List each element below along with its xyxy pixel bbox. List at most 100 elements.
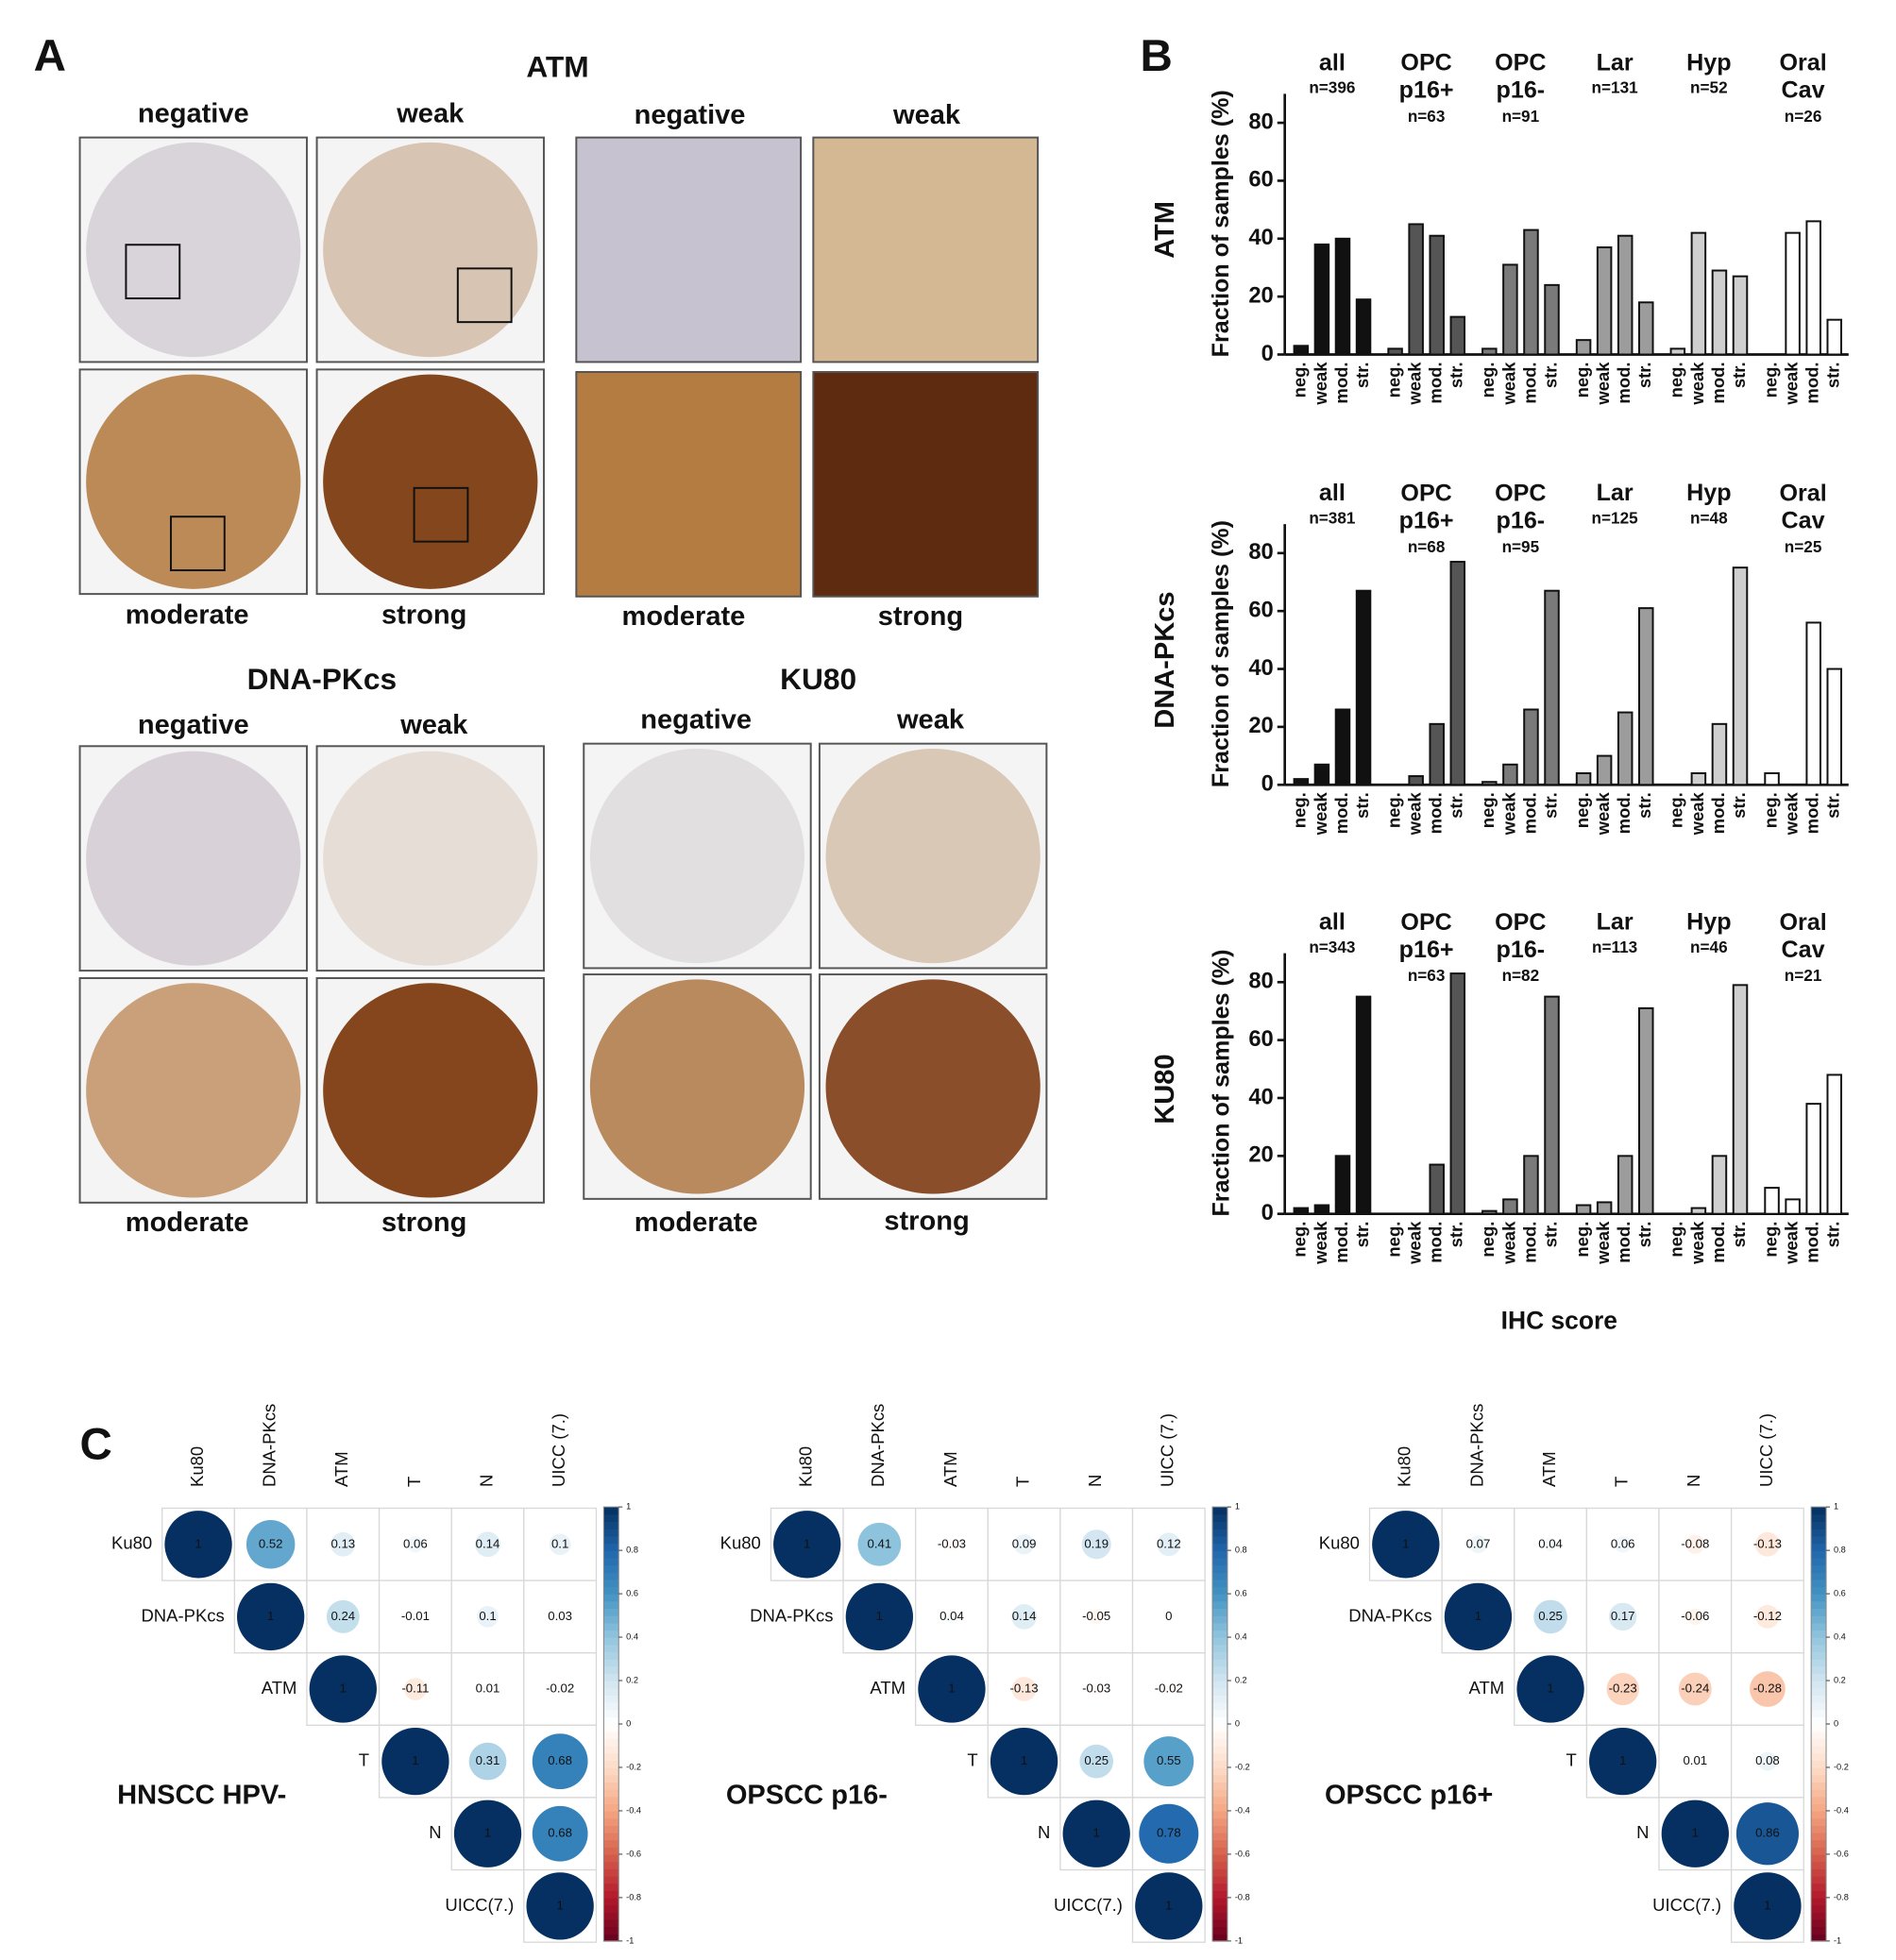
x-tick-label: neg. (1290, 1222, 1310, 1258)
colorbar-segment (1212, 1912, 1227, 1920)
colorbar-tick-label: -0.6 (1834, 1849, 1849, 1858)
colorbar-segment (1811, 1572, 1827, 1580)
colorbar-segment (1811, 1774, 1827, 1783)
colorbar-tick-label: -0.6 (1235, 1849, 1250, 1858)
corr-circle (1469, 1535, 1487, 1554)
colorbar-segment (1212, 1853, 1227, 1863)
y-tick-label: 80 (1248, 969, 1273, 994)
group-n-label: n=343 (1309, 938, 1355, 956)
group-n-label: n=63 (1408, 107, 1446, 126)
x-tick-label: mod. (1708, 362, 1728, 403)
column-label: Ku80 (187, 1446, 207, 1487)
value-label: -0.02 (1155, 1681, 1183, 1696)
x-tick-label: neg. (1383, 1222, 1403, 1258)
group-n-label: n=131 (1592, 78, 1639, 97)
colorbar-segment (1811, 1687, 1827, 1697)
colorbar-segment (603, 1543, 619, 1551)
colorbar-segment (603, 1890, 619, 1899)
bar (1334, 708, 1351, 786)
colorbar-segment (603, 1724, 619, 1732)
corr-circle (857, 1522, 902, 1566)
group-n-label: n=381 (1309, 508, 1356, 527)
bar (1690, 771, 1707, 786)
x-tick-label: neg. (1478, 1222, 1498, 1258)
colorbar-segment (1212, 1579, 1227, 1588)
colorbar-segment (1212, 1709, 1227, 1718)
y-axis-title: Fraction of samples (%) (1208, 520, 1234, 787)
column-label: DNA-PKcs (260, 1404, 279, 1487)
chart-title: OPSCC p16- (726, 1780, 888, 1810)
group-label: Oral Cav (1779, 49, 1826, 103)
colorbar-segment (1811, 1918, 1827, 1928)
x-tick-label: str. (1729, 362, 1749, 388)
corr-circle (1091, 1682, 1103, 1696)
group-label: Oral Cav (1779, 909, 1826, 963)
corr-circle (555, 1683, 566, 1695)
bar (1544, 995, 1560, 1215)
colorbar-segment (1811, 1564, 1827, 1573)
x-tick-label: weak (1782, 791, 1802, 836)
x-tick-label: str. (1634, 1222, 1654, 1248)
value-label: -0.23 (1609, 1681, 1637, 1696)
colorbar-segment (603, 1839, 619, 1848)
corr-circle (404, 1678, 427, 1700)
corr-circle (1755, 1531, 1780, 1557)
group-label: OPC p16- (1495, 480, 1546, 533)
colorbar-segment (1811, 1695, 1827, 1703)
bar (1732, 566, 1749, 786)
colorbar-segment (1212, 1521, 1227, 1529)
colorbar-segment (1811, 1832, 1827, 1841)
colorbar-tick-label: 0.8 (626, 1546, 638, 1555)
colorbar-tick-label: 0 (1834, 1718, 1838, 1728)
y-axis-title: Fraction of samples (%) (1208, 90, 1234, 357)
stain-label: weak (896, 705, 965, 735)
y-tick-label: 80 (1248, 539, 1273, 565)
cell (987, 1580, 1061, 1654)
x-tick-label: mod. (1614, 362, 1634, 403)
corr-circle (532, 1733, 588, 1790)
x-tick-label: weak (1405, 362, 1425, 406)
colorbar-segment (1212, 1557, 1227, 1566)
panel-letter: C (80, 1419, 112, 1469)
corr-circle (1678, 1672, 1712, 1706)
value-label: 0.25 (1084, 1753, 1109, 1767)
value-label: 1 (340, 1681, 347, 1696)
x-tick-label: neg. (1290, 362, 1310, 397)
colorbar-segment (603, 1817, 619, 1826)
x-tick-label: mod. (1331, 1222, 1351, 1263)
x-tick-label: neg. (1760, 362, 1780, 397)
row-label: DNA-PKcs (1348, 1605, 1431, 1625)
colorbar-segment (1212, 1681, 1227, 1689)
corr-circle (1750, 1671, 1786, 1707)
colorbar-segment (603, 1521, 619, 1529)
bar (1355, 589, 1372, 786)
colorbar-tick-label: 0.2 (626, 1675, 638, 1684)
corr-circle (990, 1727, 1058, 1796)
corr-circle (845, 1582, 914, 1651)
colorbar-segment (1811, 1788, 1827, 1798)
group-label: Hyp (1686, 49, 1731, 76)
group-label: OPC p16+ (1399, 480, 1454, 533)
corr-circle (1444, 1582, 1513, 1651)
colorbar-segment (1811, 1839, 1827, 1848)
value-label: 1 (1402, 1536, 1409, 1550)
column-label: ATM (331, 1451, 351, 1487)
tma-core (323, 142, 538, 358)
zoom-box (169, 515, 226, 572)
stain-label: strong (381, 1208, 466, 1238)
bar (1785, 1198, 1801, 1215)
x-tick-label: weak (1687, 1221, 1707, 1265)
colorbar-segment (1212, 1644, 1227, 1653)
bar (1732, 984, 1749, 1215)
corr-circle (1013, 1534, 1035, 1555)
group-n-label: n=125 (1592, 508, 1639, 527)
x-tick-label: str. (1352, 362, 1372, 388)
colorbar-segment (603, 1934, 619, 1942)
colorbar-segment (1212, 1883, 1227, 1891)
y-tick-label: 0 (1261, 771, 1274, 797)
value-label: -0.11 (401, 1681, 429, 1696)
corr-circle (245, 1520, 296, 1569)
bar (1575, 771, 1592, 786)
x-tick-label: weak (1593, 362, 1613, 406)
